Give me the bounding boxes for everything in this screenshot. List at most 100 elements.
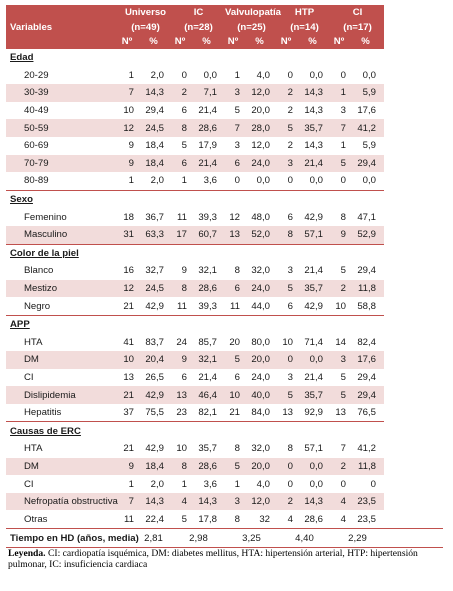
cell-percent: 4,0	[256, 69, 271, 81]
row-label: DM	[6, 457, 119, 476]
table-row: 70-79 9 18,4 6 21,4 6 24,0 3 21,4 5 29,4	[6, 154, 443, 173]
cell-percent: 29,4	[347, 386, 385, 404]
cell-count: 10	[176, 443, 187, 455]
cell-percent: 14,3	[135, 492, 172, 511]
cell-percent: 29,4	[347, 154, 385, 173]
row-label: Mestizo	[6, 279, 119, 298]
cell-percent: 26,5	[145, 371, 164, 383]
tiempo-value: 2,29	[331, 528, 385, 549]
section-title: Color de la piel	[6, 243, 385, 263]
cell-percent: 7,1	[188, 84, 225, 102]
cell-percent: 28,6	[188, 457, 225, 476]
cell-count: 2	[287, 105, 294, 117]
table-row: 20-29 1 2,0 0 0,0 1 4,0 0 0,0 0 0,0	[6, 67, 443, 85]
cell-percent: 0,0	[294, 457, 332, 476]
row-label: HTA	[24, 443, 43, 455]
cell-count: 0	[234, 175, 240, 187]
cell-count: 6	[181, 105, 187, 117]
cell-count: 2	[331, 457, 348, 476]
header-pct: %	[188, 35, 225, 49]
table-row: 30-39 7 14,3 2 7,1 3 12,0 2 14,3 1 5,9	[6, 84, 443, 102]
header-num: Nº	[331, 35, 348, 49]
cell-percent: 28,6	[304, 513, 324, 525]
cell-count: 21	[123, 443, 134, 455]
cell-percent: 18,4	[135, 457, 172, 476]
cell-percent: 82,1	[198, 407, 217, 419]
cell-percent: 14,3	[135, 84, 172, 102]
table-row: Femenino 18 36,7 11 39,3 12 48,0 6 42,9 8 47,1	[6, 208, 443, 226]
cell-percent: 20,0	[251, 105, 271, 117]
cell-count: 14	[335, 336, 347, 348]
cell-percent: 0,0	[294, 351, 332, 369]
cell-count: 2	[172, 84, 188, 102]
cell-percent: 42,9	[135, 386, 172, 404]
cell-percent: 83,7	[145, 336, 164, 348]
cell-percent: 32,1	[188, 351, 225, 369]
cell-count: 11	[230, 300, 240, 312]
cell-percent: 46,4	[188, 386, 225, 404]
cell-percent: 42,9	[304, 300, 324, 312]
cell-count: 4	[172, 492, 188, 511]
cell-percent: 57,1	[294, 225, 332, 245]
cell-count: 1	[340, 140, 347, 152]
cell-count: 1	[181, 478, 187, 490]
cell-percent: 14,3	[304, 140, 324, 152]
header-num: Nº	[119, 35, 135, 49]
table-row: DM 10 20,4 9 32,1 5 20,0 0 0,0 3 17,6	[6, 351, 443, 369]
header-group-ci: CI (n=17)	[331, 5, 385, 35]
cell-count: 10	[119, 351, 135, 369]
cell-count: 10	[282, 336, 294, 348]
tiempo-value: 2,98	[172, 528, 225, 549]
cell-percent: 14,3	[294, 84, 332, 102]
cell-count: 6	[172, 154, 188, 173]
cell-percent: 41,2	[347, 119, 385, 137]
row-label: DM	[6, 351, 119, 369]
cell-percent: 52,9	[347, 225, 385, 245]
cell-count: 8	[172, 119, 188, 137]
cell-count: 9	[181, 265, 187, 277]
section-header-row: APP	[6, 314, 443, 334]
table-container: Variables Universo (n=49) IC (n=28) Valvul…	[6, 5, 443, 570]
cell-count: 8	[278, 225, 295, 245]
row-label: 60-69	[24, 140, 49, 152]
cell-count: 6	[225, 154, 241, 173]
header-pct: %	[347, 35, 385, 49]
cell-count: 7	[331, 119, 348, 137]
cell-percent: 42,9	[304, 211, 324, 223]
cell-count: 7	[119, 492, 135, 511]
cell-percent: 28,6	[188, 279, 225, 298]
cell-count: 0	[287, 69, 294, 81]
row-label: 70-79	[6, 154, 119, 173]
cell-percent: 14,3	[294, 492, 332, 511]
cell-percent: 0,0	[362, 69, 377, 81]
table-row: CI 1 2,0 1 3,6 1 4,0 0 0,0 0 0	[6, 475, 443, 493]
cell-count: 12	[229, 211, 240, 223]
row-label: Otras	[24, 513, 48, 525]
row-label: 30-39	[6, 84, 119, 102]
cell-count: 4	[340, 513, 347, 525]
cell-count: 9	[119, 457, 135, 476]
cell-count: 21	[229, 407, 240, 419]
cell-percent: 17,6	[347, 351, 385, 369]
cell-count: 5	[234, 105, 240, 117]
cell-count: 1	[234, 478, 240, 490]
cell-count: 4	[287, 513, 294, 525]
table-row: Otras 11 22,4 5 17,8 8 32 4 28,6 4 23,5	[6, 510, 443, 528]
cell-percent: 84,0	[251, 407, 271, 419]
cell-count: 2	[287, 140, 294, 152]
table-row: CI 13 26,5 6 21,4 6 24,0 3 21,4 5 29,4	[6, 369, 443, 387]
cell-percent: 4,0	[256, 478, 271, 490]
row-label: 50-59	[6, 119, 119, 137]
cell-count: 3	[340, 105, 347, 117]
cell-percent: 28,0	[241, 119, 279, 137]
cell-count: 8	[172, 279, 188, 298]
cell-count: 24	[176, 336, 187, 348]
cell-percent: 17,8	[198, 513, 217, 525]
table-row: Negro 21 42,9 11 39,3 11 44,0 6 42,9 10 58,8	[6, 297, 443, 315]
section-header-row: Sexo	[6, 189, 443, 209]
cell-count: 5	[225, 351, 241, 369]
cell-count: 12	[119, 119, 135, 137]
cell-percent: 3,6	[203, 175, 217, 187]
cell-percent: 82,4	[357, 336, 377, 348]
cell-percent: 32	[259, 513, 271, 525]
